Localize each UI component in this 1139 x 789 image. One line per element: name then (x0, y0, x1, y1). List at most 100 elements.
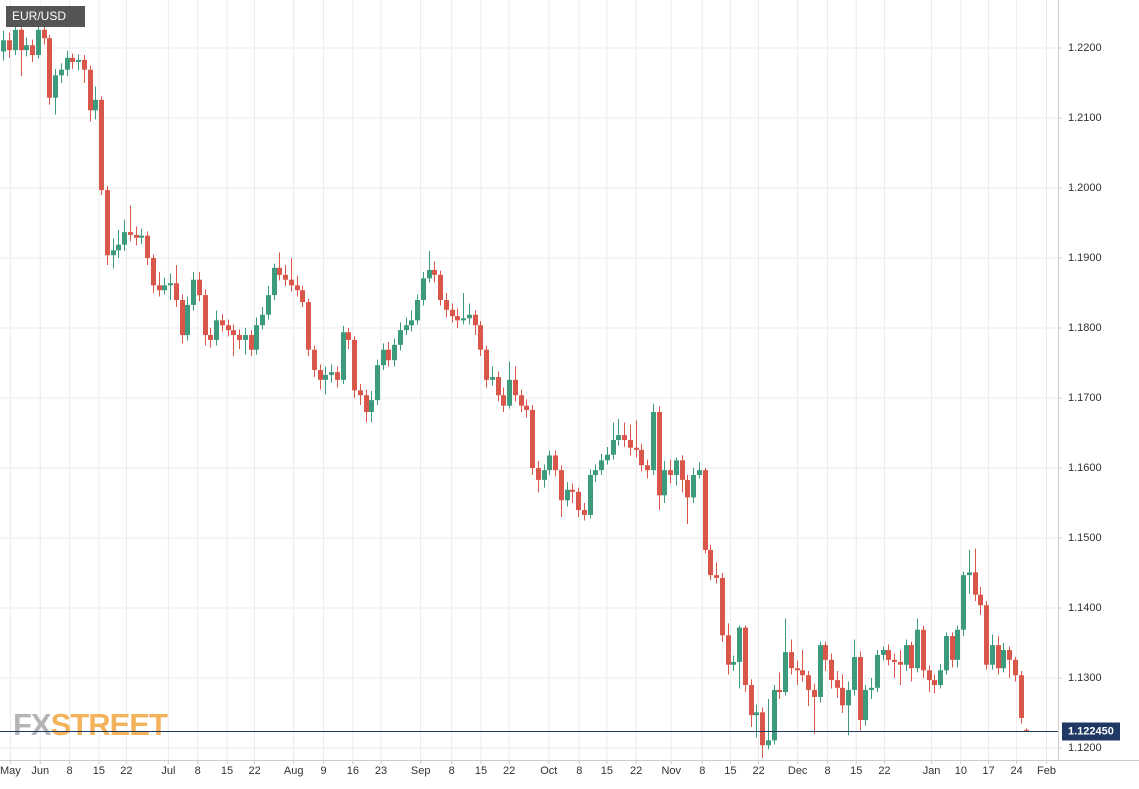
candle-body (754, 712, 759, 716)
candle-body (237, 335, 242, 340)
candle-body (772, 689, 777, 741)
candle-body (616, 435, 621, 441)
x-tick-label: 8 (449, 765, 455, 777)
candle-body (409, 320, 414, 326)
candle-body (524, 405, 529, 410)
candle-body (254, 325, 259, 350)
candle-body (76, 59, 81, 63)
candle-body (961, 575, 966, 630)
candle-body (415, 300, 420, 321)
candle-body (898, 661, 903, 665)
candle-body (657, 412, 662, 496)
candle-body (88, 69, 93, 111)
candle-body (116, 244, 121, 251)
candle-body (685, 479, 690, 498)
candle-body (266, 295, 271, 315)
candle-body (300, 290, 305, 303)
candle-body (134, 234, 139, 238)
x-tick-label: Oct (540, 765, 557, 777)
candle-body (812, 689, 817, 697)
candle-body (329, 372, 334, 375)
x-tick-label: Sep (411, 765, 431, 777)
candle-body (783, 652, 788, 693)
candle-body (967, 572, 972, 576)
y-tick-label: 1.1600 (1068, 462, 1102, 474)
x-tick-label: Aug (284, 765, 304, 777)
y-tick-label: 1.1200 (1068, 742, 1102, 754)
candle-body (651, 412, 656, 471)
candle-body (703, 470, 708, 550)
candle-body (82, 59, 87, 70)
candle-body (185, 304, 190, 336)
y-tick-label: 1.1400 (1068, 602, 1102, 614)
x-tick-label: 8 (66, 765, 72, 777)
last-price-tag (1062, 722, 1120, 741)
candle-body (955, 629, 960, 660)
candle-body (823, 645, 828, 660)
candle-body (519, 395, 524, 406)
candle-body (1, 40, 6, 52)
candle-body (444, 300, 449, 310)
candle-body (622, 435, 627, 441)
candle-body (886, 650, 891, 660)
candle-body (1001, 650, 1006, 669)
candle-body (1013, 659, 1018, 676)
x-tick-label: 8 (824, 765, 830, 777)
candle-body (180, 300, 185, 336)
candle-body (427, 269, 432, 279)
candle-body (289, 279, 294, 286)
x-tick-label: 15 (850, 765, 862, 777)
candle-body (668, 470, 673, 476)
candle-body (421, 278, 426, 301)
candle-body (208, 335, 213, 340)
candle-body (680, 460, 685, 480)
candle-body (869, 687, 874, 690)
candle-body (341, 332, 346, 380)
candle-body (323, 374, 328, 380)
candle-body (662, 470, 667, 496)
symbol: EUR/USD (12, 9, 66, 23)
candle-body (70, 57, 75, 63)
candle-body (312, 349, 317, 371)
candle-body (829, 659, 834, 681)
candle-body (818, 645, 823, 697)
x-tick-label: 15 (601, 765, 613, 777)
candle-body (749, 685, 754, 716)
candle-body (932, 680, 937, 686)
candle-body (432, 269, 437, 275)
x-tick-label: 15 (93, 765, 105, 777)
candle-body (24, 45, 29, 51)
candle-body (777, 689, 782, 693)
candle-body (105, 190, 110, 256)
candle-body (565, 489, 570, 501)
candle-body (611, 440, 616, 455)
candle-body (197, 279, 202, 296)
candle-body (973, 572, 978, 595)
candle-body (760, 712, 765, 746)
candle-body (634, 447, 639, 450)
candle-body (806, 675, 811, 690)
candle-body (978, 594, 983, 606)
candle-body (47, 38, 52, 98)
candle-body (915, 629, 920, 669)
candle-body (795, 668, 800, 671)
candle-body (99, 99, 104, 191)
candle-body (59, 69, 64, 76)
candle-body (835, 680, 840, 688)
candle-body (881, 650, 886, 655)
candle-body (65, 57, 70, 70)
x-tick-label: 24 (1010, 765, 1022, 777)
candle-body (42, 29, 47, 39)
x-tick-label: 8 (699, 765, 705, 777)
candle-body (461, 318, 466, 321)
candles (1, 20, 1029, 758)
x-tick-label: 15 (475, 765, 487, 777)
x-tick-label: Nov (661, 765, 681, 777)
candle-body (726, 635, 731, 665)
candle-body (318, 370, 323, 380)
x-tick-label: Feb (1037, 765, 1056, 777)
watermark: FXSTREET (13, 707, 168, 742)
candle-body (743, 627, 748, 686)
